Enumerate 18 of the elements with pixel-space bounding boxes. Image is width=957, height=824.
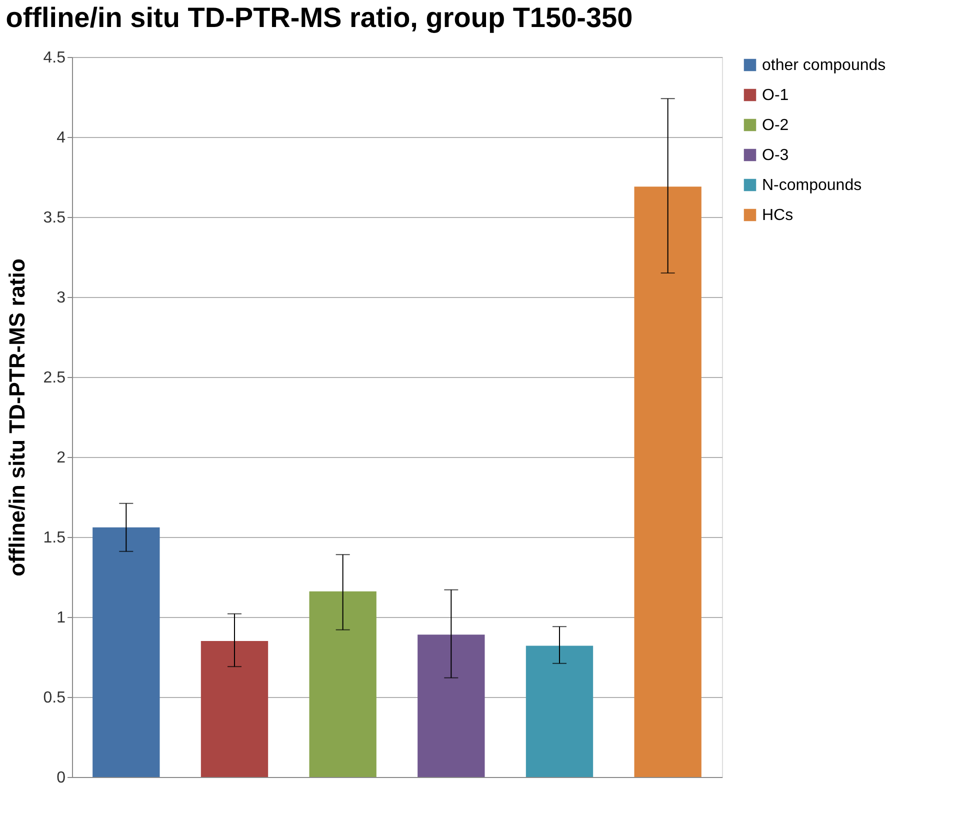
- y-tick-label: 4.5: [43, 50, 66, 66]
- y-tick-label: 2.5: [43, 370, 66, 386]
- y-tick-label: 3.5: [43, 210, 66, 226]
- legend-label: other compounds: [762, 57, 886, 74]
- legend-label: O-1: [762, 87, 789, 104]
- y-tick-label: 0: [56, 770, 66, 786]
- y-tick-label: 2: [56, 450, 66, 466]
- legend-label: O-2: [762, 117, 789, 134]
- y-tick-label: 1: [56, 610, 66, 626]
- y-tick-label: 0.5: [43, 690, 66, 706]
- chart-title: offline/in situ TD-PTR-MS ratio, group T150-350: [6, 2, 633, 33]
- legend-label: HCs: [762, 207, 794, 224]
- y-axis-title: offline/in situ TD-PTR-MS ratio: [4, 258, 30, 576]
- y-tick-label: 1.5: [43, 530, 66, 546]
- legend-label: N-compounds: [762, 177, 862, 194]
- legend-label: O-3: [762, 147, 789, 164]
- y-tick-label: 4: [56, 130, 66, 146]
- y-tick-label: 3: [56, 290, 66, 306]
